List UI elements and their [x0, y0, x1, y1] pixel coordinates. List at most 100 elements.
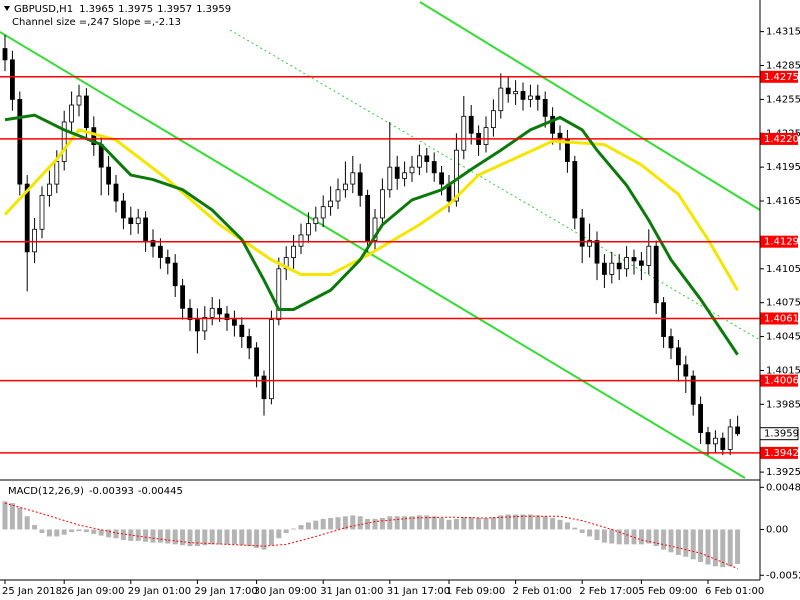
macd-bar: [587, 529, 593, 537]
x-tick-label: 26 Jan 09:00: [61, 586, 124, 597]
macd-bar: [439, 518, 445, 530]
candle-body: [668, 336, 674, 349]
candle-body: [505, 87, 511, 95]
candle-body: [394, 166, 400, 179]
candle-body: [557, 132, 563, 140]
candle-body: [298, 234, 304, 247]
candle-body: [268, 319, 274, 400]
signal-last: -0.00445: [138, 486, 183, 497]
candle-body: [106, 166, 111, 185]
candle-body: [2, 48, 8, 61]
moving-average: [3, 128, 739, 292]
macd-bar: [143, 529, 149, 542]
candle-body: [676, 347, 681, 366]
macd-bar: [69, 529, 75, 533]
level-label: 1.4006: [764, 376, 799, 387]
x-tick-label: 31 Jan 01:00: [320, 586, 383, 597]
candle-body: [705, 432, 711, 445]
macd-bar: [165, 529, 171, 544]
candle-body: [572, 161, 578, 219]
last-low: 1.3957: [157, 4, 192, 15]
macd-bar: [46, 529, 52, 537]
candle-body: [387, 166, 393, 191]
level-label-box: [760, 132, 798, 145]
macd-bar: [461, 517, 467, 530]
macd-bar: [579, 529, 585, 533]
level-label-box: [760, 374, 798, 387]
candle-body: [187, 307, 193, 321]
candle-body: [631, 257, 637, 262]
macd-bar: [616, 529, 622, 545]
candle-body: [283, 257, 289, 270]
channel-info: Channel size =,247 Slope =,-2.13: [12, 17, 181, 28]
candle-body: [194, 319, 200, 332]
candle-body: [720, 437, 726, 450]
macd-title: MACD(12,26,9): [8, 486, 84, 497]
candle-body: [498, 87, 504, 112]
macd-bar: [638, 529, 644, 545]
candle-body: [513, 91, 518, 95]
macd-bar: [535, 515, 541, 530]
candle-body: [594, 240, 600, 264]
last-open: 1.3965: [79, 4, 114, 15]
candle-body: [9, 59, 15, 100]
macd-bar: [246, 529, 252, 547]
macd-bar: [631, 529, 637, 545]
level-label: 1.4220: [764, 134, 799, 145]
macd-bar: [675, 529, 681, 555]
macd-bar: [394, 516, 400, 530]
candle-body: [713, 437, 718, 445]
macd-bar: [239, 529, 245, 546]
macd-bar: [328, 518, 334, 530]
y-tick-label: 0.00: [766, 524, 788, 535]
candle-body: [357, 172, 363, 196]
current-price: 1.3959: [764, 429, 799, 440]
macd-bar: [157, 529, 163, 543]
macd-bar: [453, 518, 459, 530]
macd-bar: [446, 519, 452, 530]
candle-body: [609, 262, 615, 275]
macd-bar: [135, 529, 141, 541]
macd-bar: [727, 529, 733, 567]
macd-bar: [224, 529, 230, 545]
x-tick-label: 29 Jan 17:00: [194, 586, 257, 597]
candle-body: [121, 200, 126, 219]
candle-body: [180, 285, 186, 309]
level-label: 1.4061: [764, 313, 799, 324]
candle-body: [54, 161, 60, 185]
macd-bar: [254, 529, 260, 548]
macd-bar: [2, 501, 8, 530]
candle-body: [379, 189, 385, 219]
candle-body: [276, 268, 282, 321]
candle-body: [683, 364, 689, 377]
candle-body: [520, 91, 526, 100]
candle-body: [47, 183, 52, 196]
candle-body: [172, 262, 178, 287]
macd-bar: [424, 515, 430, 530]
candle-body: [468, 115, 474, 134]
macd-bar: [342, 516, 348, 530]
candle-body: [416, 155, 422, 168]
candle-body: [431, 161, 437, 174]
y-tick-label: 1.4195: [766, 162, 800, 173]
macd-bar: [379, 518, 385, 530]
candle-body: [535, 95, 541, 100]
macd-bar: [217, 529, 223, 545]
macd-bar: [409, 516, 415, 530]
candle-body: [439, 172, 445, 185]
candle-body: [453, 149, 459, 202]
candle-body: [84, 95, 89, 129]
macd-bar: [187, 529, 193, 547]
channel-midline: [229, 29, 761, 341]
symbol: GBPUSD,H1: [14, 4, 73, 15]
macd-bar: [54, 529, 60, 537]
candle-body: [291, 245, 297, 258]
candle-body: [490, 110, 496, 129]
macd-bar: [698, 529, 704, 562]
x-tick-label: 5 Feb 09:00: [638, 586, 697, 597]
candle-body: [616, 262, 622, 270]
candle-body: [587, 240, 592, 247]
candle-body: [165, 257, 171, 264]
macd-bar: [24, 516, 30, 530]
candle-body: [135, 217, 141, 225]
